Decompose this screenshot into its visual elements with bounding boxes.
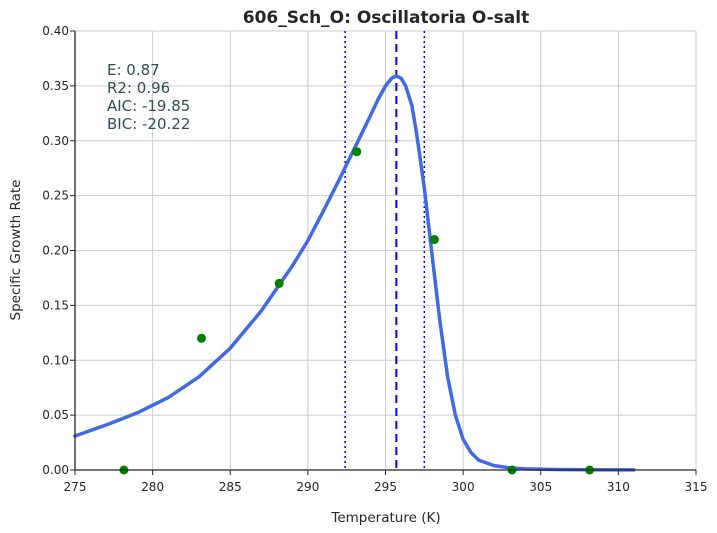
x-tick-label: 275 <box>64 480 87 494</box>
observed-points <box>119 147 595 475</box>
annotation-e: E: 0.87 <box>107 61 160 79</box>
fitted-curve-line <box>73 74 636 472</box>
annotation-r2: R2: 0.96 <box>107 79 170 97</box>
y-tick-label: 0.10 <box>42 353 69 367</box>
x-tick-label: 305 <box>529 480 552 494</box>
y-tick-label: 0.35 <box>42 79 69 93</box>
fitted-curve-layer <box>73 74 636 472</box>
x-tick-label: 300 <box>452 480 475 494</box>
reference-lines <box>344 31 426 470</box>
x-tick-label: 285 <box>219 480 242 494</box>
y-tick-label: 0.40 <box>42 24 69 38</box>
data-point <box>429 235 439 245</box>
y-tick-label: 0.05 <box>42 408 69 422</box>
x-tick-label: 295 <box>374 480 397 494</box>
tick-labels: 275 280 285 290 295 300 305 310 315 0.00 0.05 0.10 0… <box>42 24 707 494</box>
fit-statistics: E: 0.87 R2: 0.96 AIC: -19.85 BIC: -20.22 <box>107 61 190 133</box>
y-tick-label: 0.00 <box>42 463 69 477</box>
x-axis-label: Temperature (K) <box>330 510 440 526</box>
axes <box>70 30 697 475</box>
y-tick-label: 0.30 <box>42 134 69 148</box>
y-tick-label: 0.15 <box>42 298 69 312</box>
annotation-aic: AIC: -19.85 <box>107 97 190 115</box>
x-tick-label: 290 <box>296 480 319 494</box>
annotation-bic: BIC: -20.22 <box>107 115 190 133</box>
x-tick-label: 310 <box>607 480 630 494</box>
y-axis-label: Specific Growth Rate <box>8 180 24 321</box>
x-tick-label: 280 <box>141 480 164 494</box>
data-point <box>197 333 207 343</box>
data-point <box>352 147 362 157</box>
data-point <box>274 278 284 288</box>
chart-title: 606_Sch_O: Oscillatoria O-salt <box>243 8 529 28</box>
y-tick-label: 0.20 <box>42 244 69 258</box>
y-tick-label: 0.25 <box>42 189 69 203</box>
x-tick-label: 315 <box>685 480 708 494</box>
